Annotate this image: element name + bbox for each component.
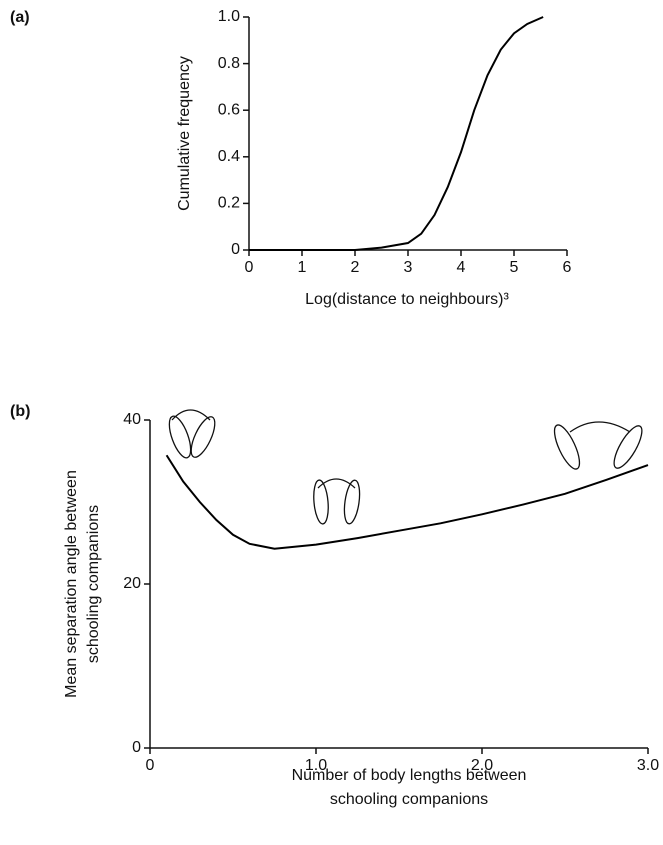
angle-arc [569,421,631,433]
x-axis-label: Number of body lengths between [292,767,527,784]
x-tick-label: 3 [404,259,413,276]
x-tick-label: 4 [457,259,466,276]
x-tick-label: 5 [510,259,519,276]
y-axis-label: schooling companions [85,505,102,663]
y-tick-label: 0.6 [218,101,240,118]
fish-icon [190,416,216,458]
angle-arc [317,478,356,489]
data-line [165,454,649,550]
y-axis-label: Cumulative frequency [176,56,193,211]
panel-label: (a) [10,9,30,26]
x-tick-label: 2 [351,259,360,276]
fish-icons [168,409,643,525]
x-axis-label: Log(distance to neighbours)³ [305,291,509,308]
x-tick-label: 0 [146,757,155,774]
panel-label: (b) [10,403,30,420]
x-tick-label: 3.0 [637,757,659,774]
x-tick-label: 0 [245,259,254,276]
fish-icon [613,425,643,469]
y-tick-label: 1.0 [218,8,240,25]
angle-arc [171,409,211,421]
data-line [249,16,544,251]
fish-icon [553,424,581,470]
x-tick-label: 1 [298,259,307,276]
y-tick-label: 20 [123,575,141,592]
x-tick-label: 2.0 [471,757,493,774]
fish-icon [343,479,361,525]
y-tick-label: 40 [123,411,141,428]
x-tick-label: 6 [563,259,572,276]
x-axis-label: schooling companions [330,791,488,808]
y-tick-label: 0.4 [218,148,240,165]
y-tick-label: 0 [231,241,240,258]
y-tick-label: 0 [132,739,141,756]
y-axis-label: Mean separation angle between [63,470,80,698]
fish-icon [168,415,192,459]
fish-icon [313,479,329,525]
y-tick-label: 0.2 [218,195,240,212]
x-tick-label: 1.0 [305,757,327,774]
y-tick-label: 0.8 [218,55,240,72]
